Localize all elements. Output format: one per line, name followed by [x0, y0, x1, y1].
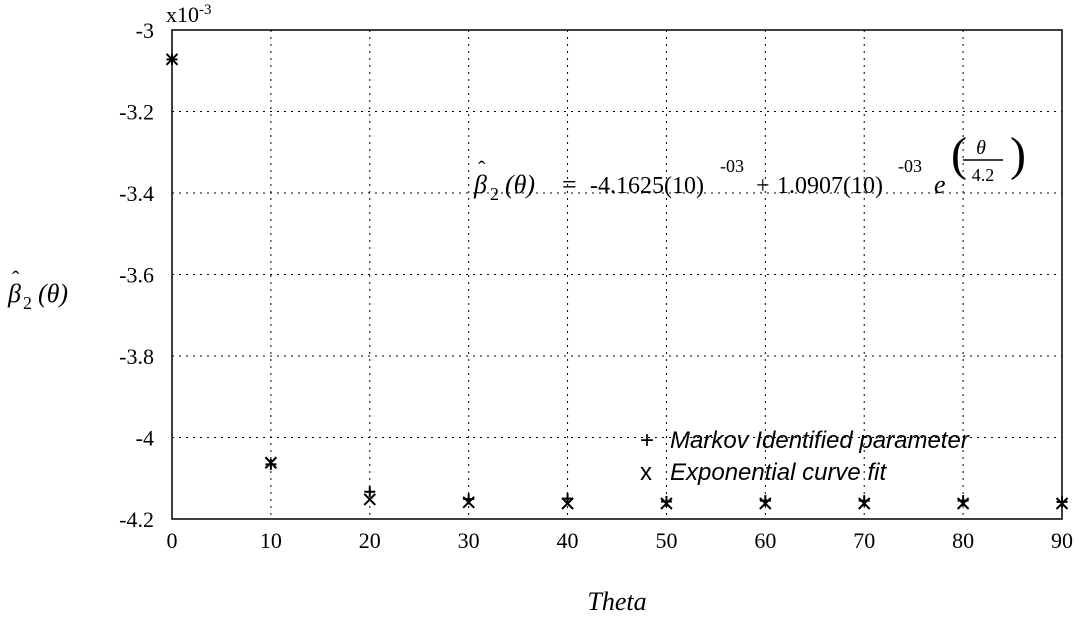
fit-equation-annotation: β ˆ 2 (θ) = -4.1625(10) -03 + 1.0907(10)… — [473, 128, 1026, 204]
equation-term1: -4.1625(10) — [590, 173, 704, 199]
y-tick-label: -4.2 — [119, 507, 154, 532]
x-tick-label: 60 — [754, 528, 776, 553]
x-tick-label: 20 — [359, 528, 381, 553]
equation-exp-denominator: 4.2 — [972, 165, 995, 185]
fit-point — [264, 456, 278, 469]
equation-equals: = — [562, 170, 577, 199]
fit-point — [660, 497, 673, 510]
equation-lhs-hat: ˆ — [478, 156, 486, 181]
x-tick-label: 0 — [167, 528, 178, 553]
legend-marker-x: x — [640, 459, 652, 486]
fit-point — [956, 497, 970, 510]
legend-label-markov: Markov Identified parameter — [670, 427, 970, 454]
y-tick-label: -3.6 — [119, 263, 154, 288]
y-scale-note: x10-3 — [166, 2, 212, 27]
x-tick-label: 80 — [952, 528, 974, 553]
y-axis-label-subscript: 2 — [23, 293, 32, 313]
fit-point — [165, 53, 179, 66]
x-axis-label: Theta — [587, 587, 646, 616]
fit-point — [858, 497, 871, 510]
equation-exp-numerator: θ — [976, 137, 986, 159]
y-axis-label-hat: ˆ — [12, 266, 20, 291]
y-axis-label-symbol: β — [7, 279, 21, 308]
x-tick-label: 40 — [557, 528, 579, 553]
fit-point — [363, 493, 376, 506]
y-tick-label: -3.4 — [119, 181, 154, 206]
fit-point — [462, 496, 475, 509]
markov-point — [265, 458, 277, 470]
mark-layer — [165, 53, 1069, 510]
plot-frame — [171, 29, 1063, 520]
equation-exp-open-paren: ( — [951, 128, 967, 181]
tick-layer: 0 10 20 30 40 50 60 70 80 90 -3 -3.2 -3.4 -3.6 -3.8 -4 -… — [119, 18, 1073, 553]
x-tick-label: 30 — [458, 528, 480, 553]
y-tick-label: -3.8 — [119, 344, 154, 369]
legend-label-exponential: Exponential curve fit — [670, 459, 887, 486]
y-tick-label: -3 — [136, 18, 154, 43]
y-axis-label-argument: (θ) — [38, 279, 68, 308]
equation-lhs-subscript: 2 — [490, 184, 499, 204]
markov-point — [660, 495, 672, 507]
x-tick-label: 70 — [853, 528, 875, 553]
equation-exp-close-paren: ) — [1010, 128, 1026, 181]
x-tick-label: 10 — [260, 528, 282, 553]
y-tick-label: -4 — [136, 426, 154, 451]
fit-point — [561, 497, 574, 510]
legend-marker-plus: + — [640, 427, 654, 454]
equation-term2: 1.0907(10) — [777, 173, 883, 199]
equation-term2-exponent: -03 — [898, 156, 922, 176]
fit-point — [1055, 497, 1069, 510]
equation-lhs-symbol: β — [473, 170, 487, 199]
markov-point — [1056, 496, 1068, 508]
x-tick-label: 90 — [1051, 528, 1073, 553]
markov-point — [364, 486, 376, 498]
equation-e: e — [934, 170, 946, 199]
y-tick-label: -3.2 — [119, 100, 154, 125]
x-tick-label: 50 — [655, 528, 677, 553]
y-axis-label: β ˆ 2 (θ) — [7, 266, 68, 313]
fit-point — [759, 497, 772, 510]
grid-layer — [172, 30, 1062, 519]
equation-term1-exponent: -03 — [720, 156, 744, 176]
legend: + Markov Identified parameter x Exponent… — [640, 427, 970, 486]
equation-lhs-argument: (θ) — [505, 170, 535, 199]
equation-plus: + — [756, 173, 770, 199]
